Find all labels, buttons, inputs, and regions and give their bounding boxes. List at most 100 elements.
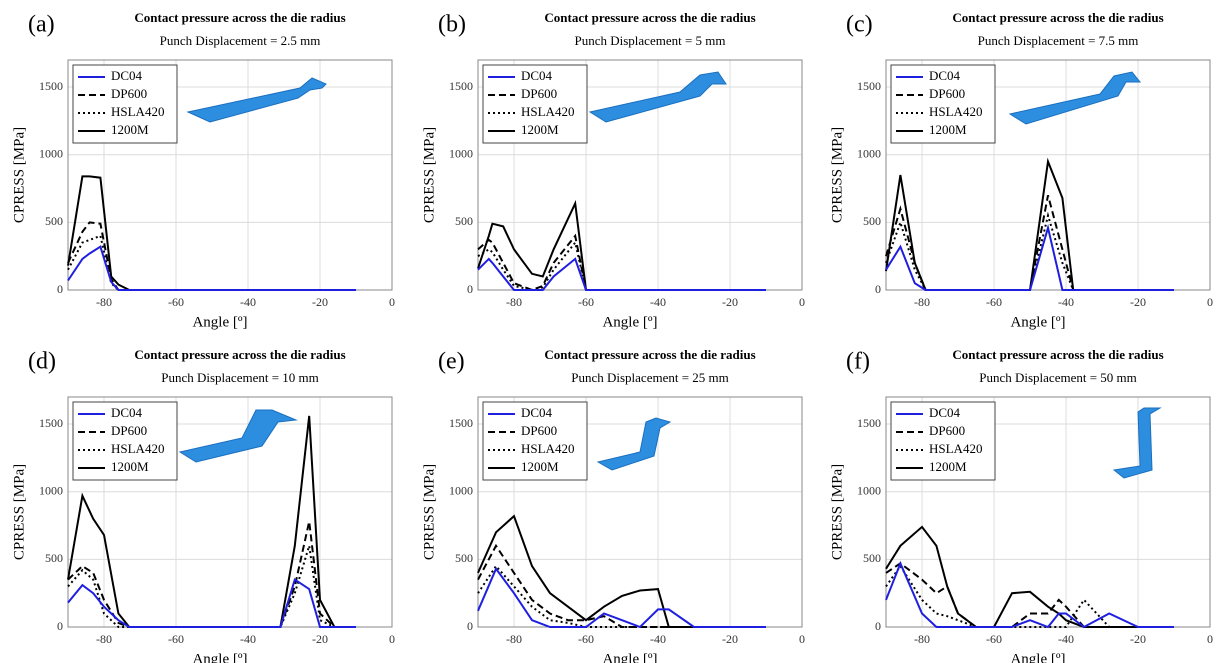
x-axis-label: Angle [º] xyxy=(192,651,247,663)
x-tick-label: -60 xyxy=(168,632,184,646)
y-tick-label: 1500 xyxy=(39,79,63,93)
y-tick-label: 1000 xyxy=(39,146,63,160)
legend-label: DC04 xyxy=(521,68,553,83)
x-tick-label: -80 xyxy=(914,295,930,309)
y-tick-label: 500 xyxy=(45,551,63,565)
legend-label: DC04 xyxy=(929,68,961,83)
x-axis-label: Angle [º] xyxy=(1010,651,1065,663)
panel-label: (c) xyxy=(846,12,873,38)
x-axis-label: Angle [º] xyxy=(1010,314,1065,330)
x-tick-label: -20 xyxy=(722,632,738,646)
y-tick-label: 500 xyxy=(45,214,63,228)
y-tick-label: 0 xyxy=(467,282,473,296)
chart-title: Contact pressure across the die radius xyxy=(134,10,345,25)
series-line xyxy=(67,245,356,291)
x-tick-label: 0 xyxy=(389,295,395,309)
series-line xyxy=(885,562,1174,628)
y-tick-label: 0 xyxy=(875,619,881,633)
legend-label: DP600 xyxy=(929,86,965,101)
series-line xyxy=(885,560,1174,629)
legend-label: 1200M xyxy=(929,459,967,474)
x-tick-label: -60 xyxy=(168,295,184,309)
series-line xyxy=(885,564,1174,628)
x-tick-label: 0 xyxy=(389,632,395,646)
chart-title: Contact pressure across the die radius xyxy=(952,10,1163,25)
x-tick-label: -60 xyxy=(986,632,1002,646)
x-tick-label: 0 xyxy=(1207,295,1213,309)
chart-subtitle: Punch Displacement = 10 mm xyxy=(161,370,319,385)
legend-label: DP600 xyxy=(521,86,557,101)
chart-title: Contact pressure across the die radius xyxy=(544,10,755,25)
x-tick-label: -40 xyxy=(650,632,666,646)
x-tick-label: -60 xyxy=(578,632,594,646)
y-tick-label: 500 xyxy=(455,214,473,228)
panel-label: (e) xyxy=(438,349,465,375)
x-tick-label: -40 xyxy=(1058,295,1074,309)
legend-label: DC04 xyxy=(111,405,143,420)
x-tick-label: 0 xyxy=(1207,632,1213,646)
x-tick-label: -20 xyxy=(1130,295,1146,309)
y-axis-label: CPRESS [MPa] xyxy=(11,127,27,223)
x-tick-label: -80 xyxy=(506,632,522,646)
x-tick-label: -40 xyxy=(240,295,256,309)
part-shape xyxy=(596,417,672,471)
x-tick-label: -40 xyxy=(650,295,666,309)
series-line xyxy=(67,521,356,628)
chart-subtitle: Punch Displacement = 50 mm xyxy=(979,370,1137,385)
y-tick-label: 1000 xyxy=(857,483,881,497)
y-tick-label: 1000 xyxy=(857,146,881,160)
panel: (e) Contact pressure across the die radiu… xyxy=(421,347,805,663)
plot-frame xyxy=(885,59,1211,291)
legend-label: 1200M xyxy=(111,122,149,137)
series-line xyxy=(477,240,587,292)
series-line xyxy=(885,223,1174,291)
legend-label: 1200M xyxy=(521,122,559,137)
y-tick-label: 1500 xyxy=(449,79,473,93)
series-line xyxy=(477,199,587,291)
y-tick-label: 1000 xyxy=(449,483,473,497)
x-tick-label: -80 xyxy=(96,295,112,309)
series-line xyxy=(67,578,356,628)
part-shape xyxy=(588,71,727,123)
legend-label: DP600 xyxy=(111,423,147,438)
panel: (c) Contact pressure across the die radiu… xyxy=(829,10,1213,330)
y-tick-label: 1000 xyxy=(449,146,473,160)
legend-label: 1200M xyxy=(521,459,559,474)
part-shape xyxy=(1008,71,1142,125)
chart-subtitle: Punch Displacement = 7.5 mm xyxy=(978,33,1139,48)
panel-label: (d) xyxy=(28,349,56,375)
series-line xyxy=(67,221,120,291)
legend-label: HSLA420 xyxy=(111,441,164,456)
y-tick-label: 1500 xyxy=(857,79,881,93)
x-tick-label: -20 xyxy=(722,295,738,309)
y-tick-label: 0 xyxy=(57,619,63,633)
series-line xyxy=(477,257,766,291)
panel-label: (b) xyxy=(438,12,466,38)
y-tick-label: 0 xyxy=(875,282,881,296)
x-axis-label: Angle [º] xyxy=(602,314,657,330)
x-tick-label: -40 xyxy=(1058,632,1074,646)
series-line xyxy=(477,514,766,628)
chart-subtitle: Punch Displacement = 5 mm xyxy=(574,33,725,48)
chart-title: Contact pressure across the die radius xyxy=(134,347,345,362)
legend-label: DC04 xyxy=(521,405,553,420)
panel-label: (a) xyxy=(28,12,55,38)
y-tick-label: 1000 xyxy=(39,483,63,497)
x-tick-label: 0 xyxy=(799,295,805,309)
y-tick-label: 1500 xyxy=(39,416,63,430)
legend-label: DP600 xyxy=(929,423,965,438)
panel: (f) Contact pressure across the die radiu… xyxy=(829,347,1213,663)
y-tick-label: 500 xyxy=(863,551,881,565)
y-tick-label: 1500 xyxy=(449,416,473,430)
x-tick-label: -20 xyxy=(312,295,328,309)
y-axis-label: CPRESS [MPa] xyxy=(829,127,845,223)
legend-label: HSLA420 xyxy=(521,441,574,456)
legend-label: HSLA420 xyxy=(111,104,164,119)
x-tick-label: -80 xyxy=(96,632,112,646)
panel: (b) Contact pressure across the die radiu… xyxy=(421,10,805,330)
legend-label: DC04 xyxy=(929,405,961,420)
series-line xyxy=(67,175,130,291)
x-axis-label: Angle [º] xyxy=(602,651,657,663)
x-tick-label: -20 xyxy=(1130,632,1146,646)
